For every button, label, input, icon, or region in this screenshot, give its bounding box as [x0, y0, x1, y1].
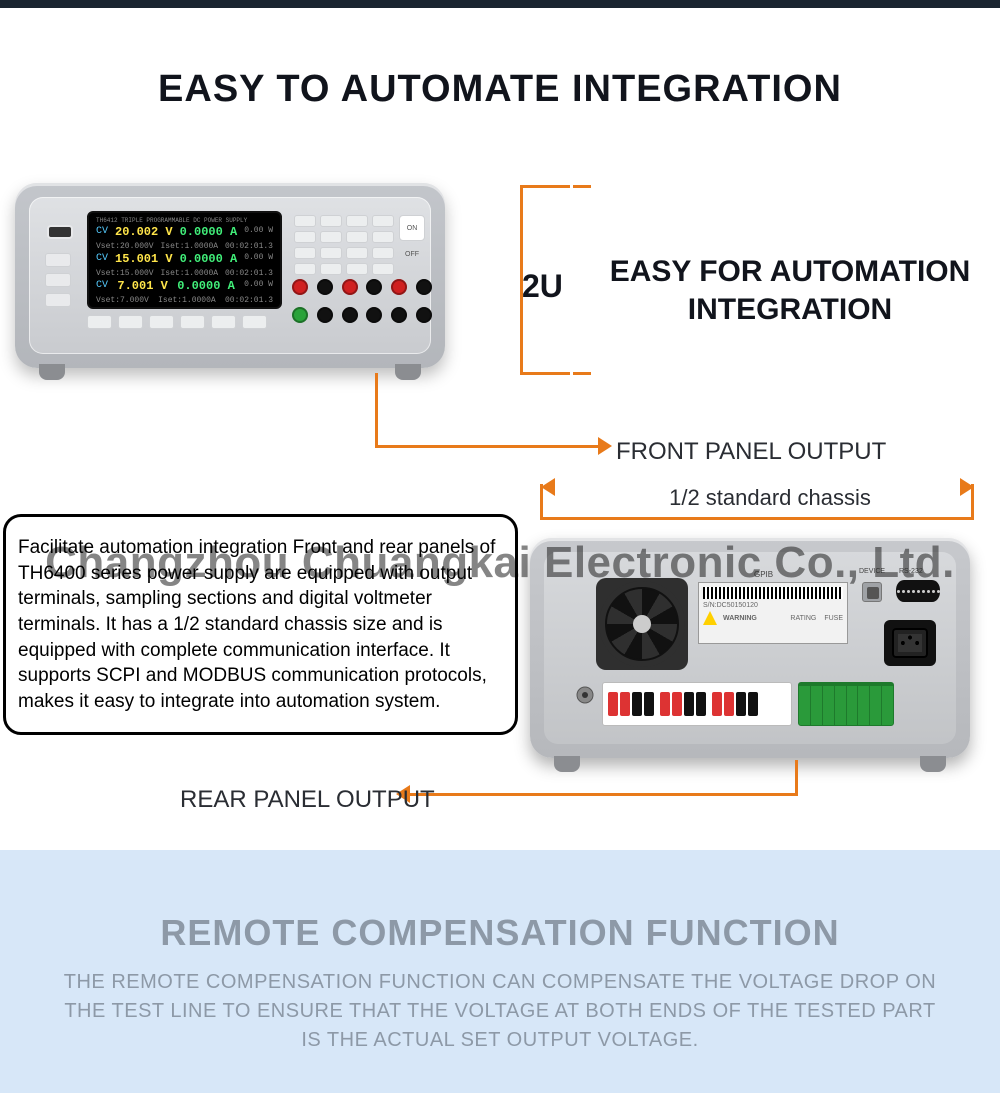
ch-current: 0.0000 A — [180, 226, 238, 240]
callout-line — [795, 760, 798, 796]
arrow-right-icon — [960, 478, 974, 496]
green-terminal-block — [798, 682, 894, 726]
usb-port-icon — [49, 227, 71, 237]
section-automation: EASY TO AUTOMATE INTEGRATION EASY FOR AU… — [0, 8, 1000, 850]
ch-current: 0.0000 A — [180, 253, 238, 267]
remote-comp-title: REMOTE COMPENSATION FUNCTION — [60, 912, 940, 954]
side-button — [45, 253, 71, 267]
section-remote-compensation: REMOTE COMPENSATION FUNCTION THE REMOTE … — [0, 850, 1000, 1093]
device-front: TH6412 TRIPLE PROGRAMMABLE DC POWER SUPP… — [15, 183, 445, 368]
ch-iset: Iset:1.0000A — [158, 296, 216, 305]
device-foot — [554, 756, 580, 772]
ch-time: 00:02:01.3 — [225, 269, 273, 278]
rs232-label: RS-232 — [899, 568, 923, 575]
side-button — [45, 293, 71, 307]
ch-mode: 0.00 W — [244, 280, 273, 294]
description-box: Facilitate automation integration Front … — [3, 514, 518, 735]
arrow-right-icon — [598, 437, 612, 455]
on-off-button: ON OFF — [399, 215, 425, 241]
ch-cv: CV — [96, 226, 108, 240]
sub-title: EASY FOR AUTOMATION INTEGRATION — [600, 253, 980, 328]
device-rear-face: GPIB DEVICE RS-232 S/N:DC50150120 WARNIN… — [544, 552, 956, 744]
iec-power-inlet-icon — [884, 620, 936, 666]
dimension-label-2u: 2U — [522, 268, 563, 305]
gpib-label: GPIB — [754, 570, 773, 579]
device-foot — [920, 756, 946, 772]
ch-iset: Iset:1.0000A — [160, 242, 218, 251]
serial-number: S/N:DC50150120 — [703, 602, 843, 609]
ch-time: 00:02:01.3 — [225, 242, 273, 251]
rear-terminals — [602, 682, 792, 726]
binding-posts-row — [292, 307, 432, 323]
ground-terminal-icon — [576, 686, 594, 704]
device-rear: GPIB DEVICE RS-232 S/N:DC50150120 WARNIN… — [530, 538, 970, 758]
device-foot — [39, 364, 65, 380]
side-button — [45, 273, 71, 287]
rs232-port-icon — [896, 580, 940, 602]
callout-line — [375, 373, 378, 448]
ch-iset: Iset:1.0000A — [160, 269, 218, 278]
chassis-width-label: 1/2 standard chassis — [640, 485, 900, 511]
device-lcd-screen: TH6412 TRIPLE PROGRAMMABLE DC POWER SUPP… — [87, 211, 282, 309]
ch-mode: 0.00 W — [244, 253, 273, 267]
rear-panel-output-label: REAR PANEL OUTPUT — [180, 786, 435, 814]
arrow-right-icon — [541, 478, 555, 496]
ch-current: 0.0000 A — [177, 280, 235, 294]
warning-label: WARNING — [723, 615, 757, 622]
ch-cv: CV — [96, 253, 108, 267]
fuse-label: FUSE — [824, 615, 843, 622]
ch-vset: Vset:7.000V — [96, 296, 149, 305]
rating-label: RATING — [790, 615, 816, 622]
softkey-row — [87, 315, 267, 329]
usb-b-port-icon — [862, 582, 882, 602]
ch-voltage: 7.001 V — [117, 280, 167, 294]
ch-cv: CV — [96, 280, 108, 294]
callout-line — [375, 445, 600, 448]
warning-triangle-icon — [703, 611, 717, 625]
fan-blades-icon — [605, 587, 679, 661]
ch-time: 00:02:01.3 — [225, 296, 273, 305]
ch-voltage: 20.002 V — [115, 226, 173, 240]
front-panel-output-label: FRONT PANEL OUTPUT — [616, 438, 886, 466]
cooling-fan-icon — [596, 578, 688, 670]
model-strip: TH6412 TRIPLE PROGRAMMABLE DC POWER SUPP… — [96, 218, 273, 225]
ch-vset: Vset:15.000V — [96, 269, 154, 278]
keypad — [294, 215, 394, 275]
callout-line — [408, 793, 798, 796]
main-title: EASY TO AUTOMATE INTEGRATION — [0, 68, 1000, 111]
ch-mode: 0.00 W — [244, 226, 273, 240]
device-port-label: DEVICE — [859, 568, 885, 575]
device-foot — [395, 364, 421, 380]
barcode-icon — [703, 587, 843, 599]
top-bar — [0, 0, 1000, 8]
rating-plate: S/N:DC50150120 WARNING RATING FUSE — [698, 582, 848, 644]
ch-vset: Vset:20.000V — [96, 242, 154, 251]
remote-comp-description: THE REMOTE COMPENSATION FUNCTION CAN COM… — [60, 968, 940, 1055]
binding-posts-row — [292, 279, 432, 295]
device-front-face: TH6412 TRIPLE PROGRAMMABLE DC POWER SUPP… — [29, 197, 431, 354]
ch-voltage: 15.001 V — [115, 253, 173, 267]
